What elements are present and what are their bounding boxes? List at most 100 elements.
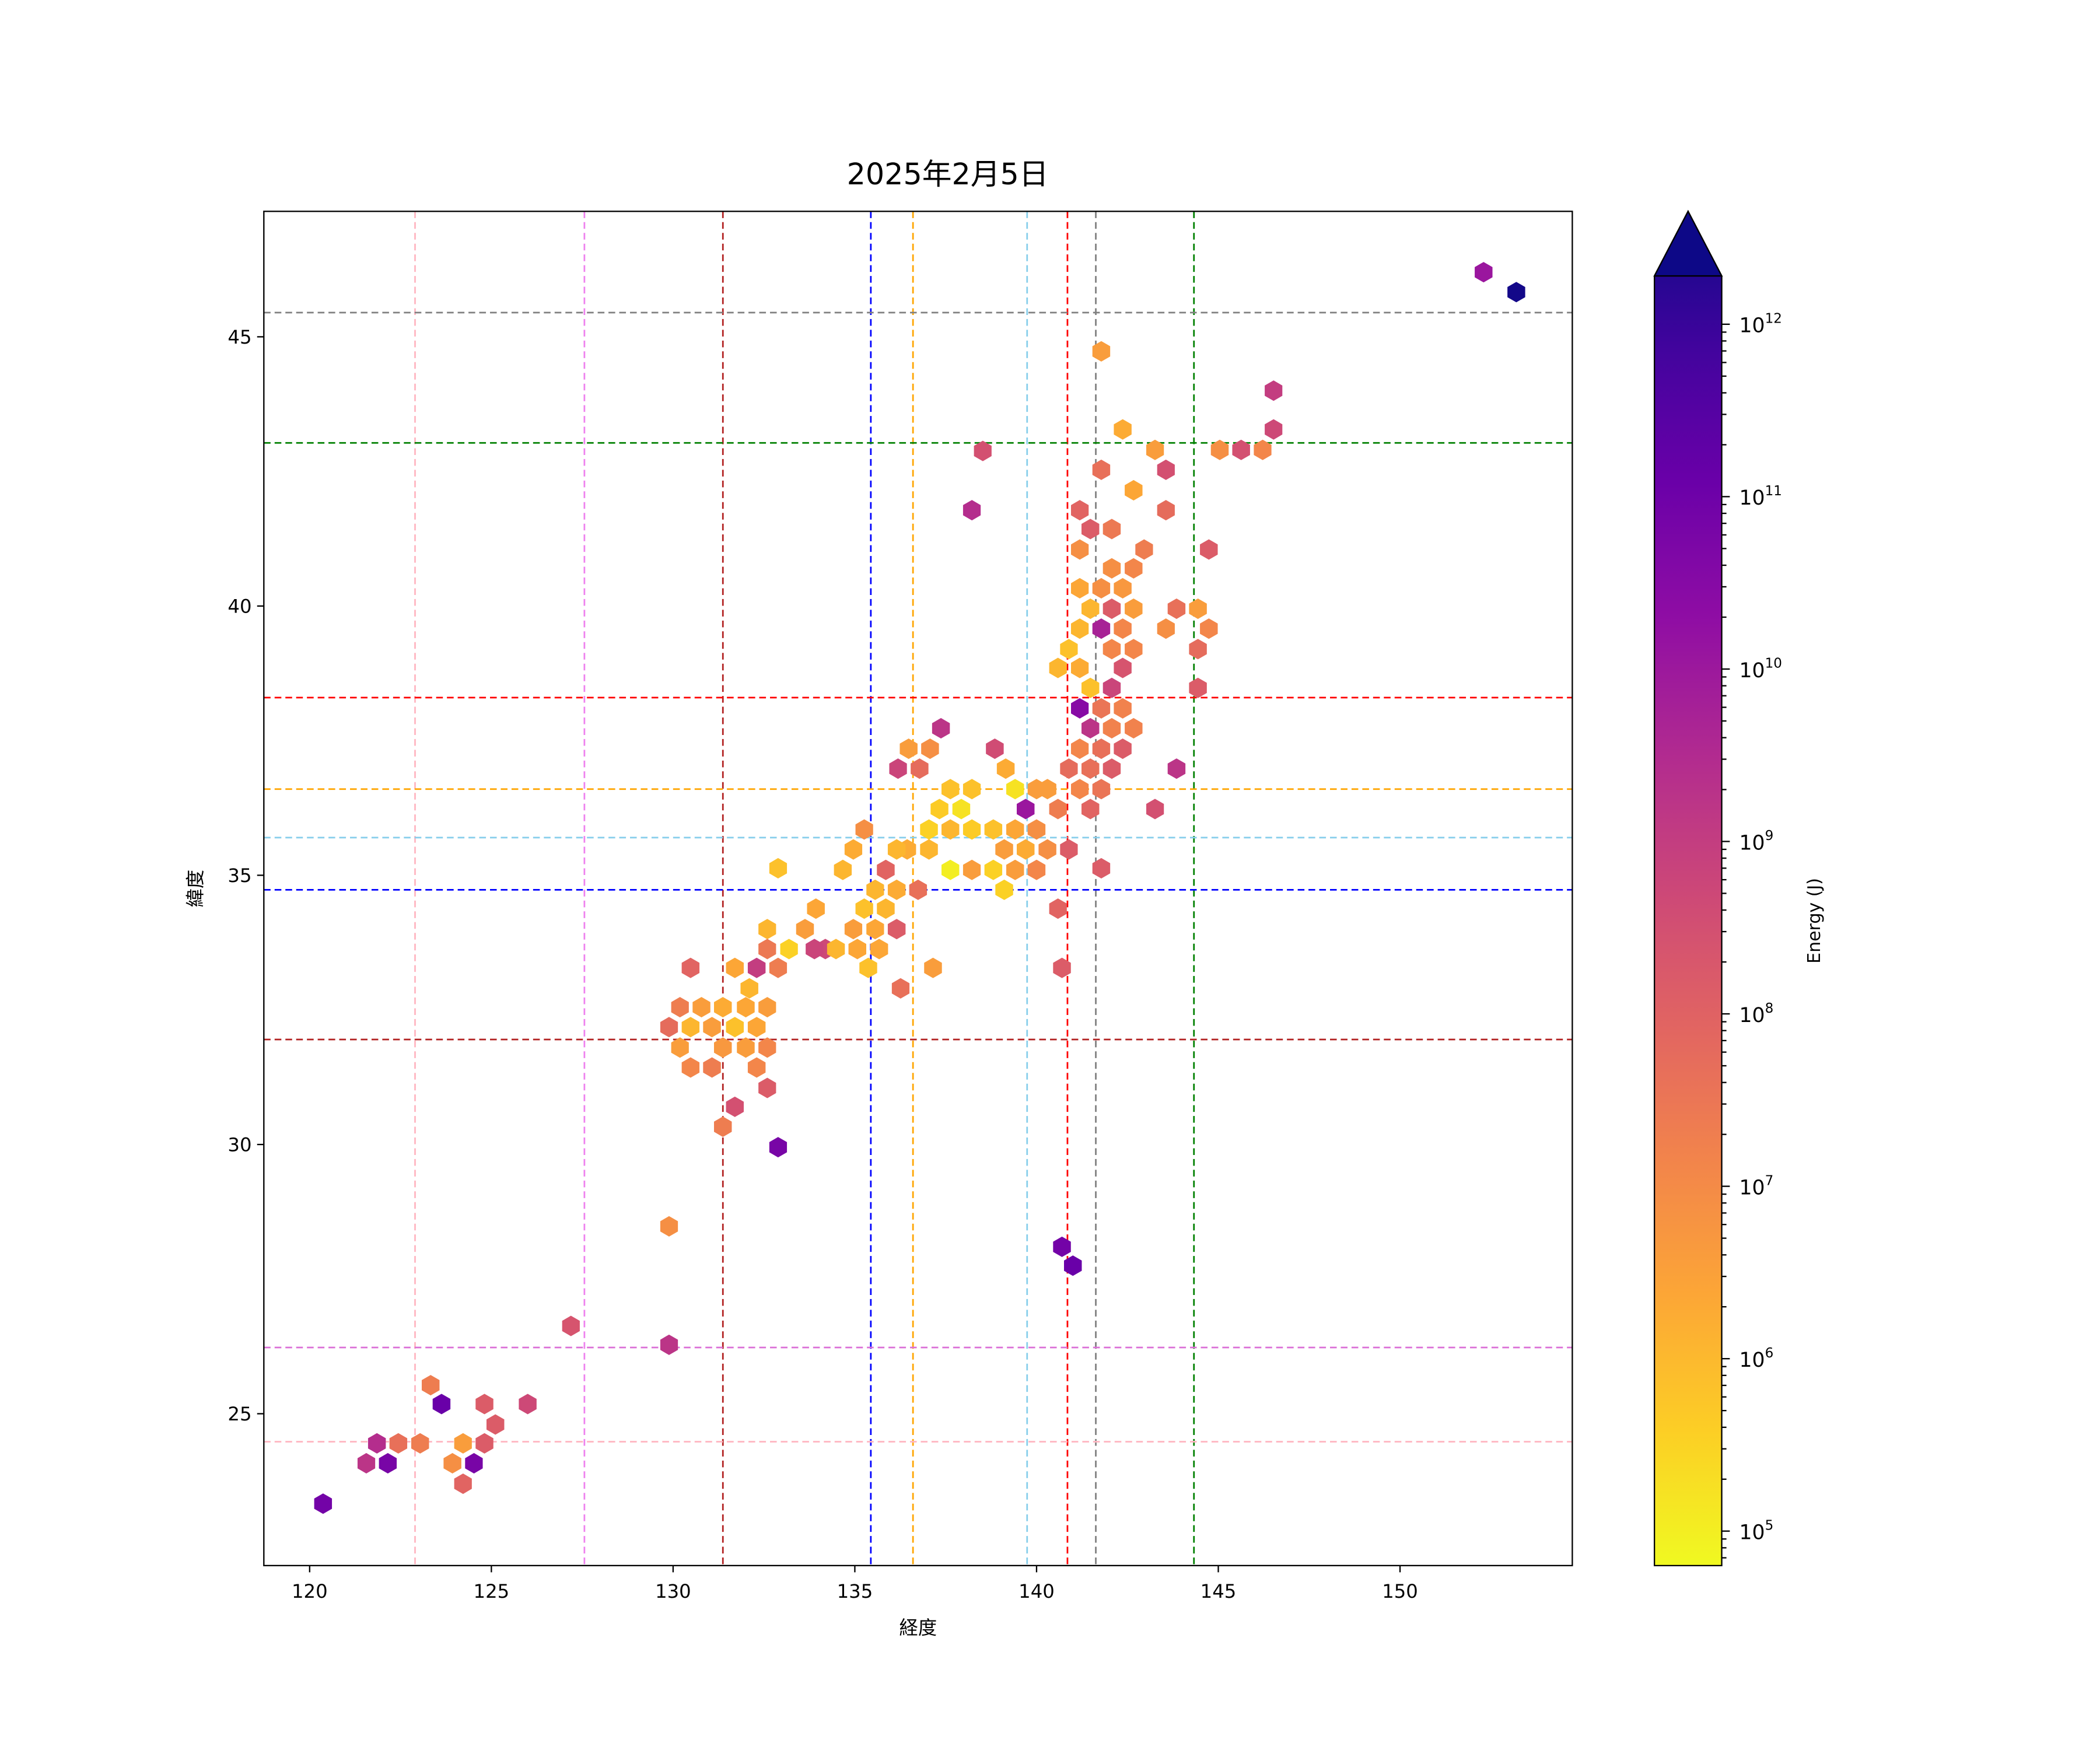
hexbin-cell (855, 819, 873, 840)
hexbin-cell (974, 440, 992, 461)
hexbin-cell (737, 1037, 755, 1058)
hexbin-cell (924, 957, 942, 978)
colorbar-tick-label: 105 (1740, 1518, 1774, 1544)
hexbin-cell (963, 779, 981, 800)
colorbar-ticks: 105 106 107 108 109 1010 1011 1012 (1721, 312, 1782, 1559)
hexbin-cell (996, 758, 1015, 779)
hexbin-cell (1189, 639, 1207, 660)
colorbar-tick-label: 106 (1740, 1346, 1774, 1372)
hexbin-cell (1082, 718, 1100, 738)
hexbin-cell (995, 839, 1013, 860)
hexbin-cell (1092, 618, 1111, 639)
hexbin-cell (807, 898, 825, 919)
hexbin-cell (737, 997, 755, 1018)
hexbin-cell (1071, 539, 1089, 560)
hexbin-cell (909, 879, 928, 900)
hexbin-cell (1125, 558, 1143, 579)
hexbin-cell (1157, 459, 1175, 480)
hexbin-cell (671, 997, 689, 1018)
hexbin-cell (900, 738, 918, 760)
hexbin-cell (769, 957, 788, 978)
hexbin-cell (1135, 539, 1153, 560)
hexbin-cell (1017, 839, 1035, 860)
colorbar-tick-label: 1011 (1740, 484, 1782, 510)
hexbin-cell (747, 1017, 766, 1038)
x-tick-label: 125 (474, 1580, 510, 1602)
hexbin-cell (1102, 598, 1121, 620)
x-tick-label: 120 (292, 1580, 328, 1602)
hexbin-cell (866, 879, 884, 900)
hexbin-cell (942, 819, 960, 840)
x-axis: 120 125 130 135 140 145 150 (292, 1565, 1418, 1602)
plot-frame (263, 211, 1573, 1566)
hexbin-cell (1167, 598, 1186, 620)
hexbin-cell (911, 758, 929, 779)
hexbin-cell (1265, 419, 1283, 440)
hexbin-cell (827, 939, 845, 960)
hexbin-cell (747, 1057, 766, 1078)
colorbar-tick-label: 108 (1740, 1001, 1774, 1027)
x-tick-label: 140 (1019, 1580, 1055, 1602)
hexbin-cell (1200, 618, 1218, 639)
hexbin-cell (1049, 898, 1067, 919)
hexbin-cell (681, 957, 700, 978)
hexbin-cell (1125, 639, 1143, 660)
hexbin-cell (942, 779, 960, 800)
hexbin-cell (1092, 738, 1111, 760)
hexbin-cell (866, 919, 884, 940)
hexbin-cell (930, 799, 949, 820)
hexbin-cell (1254, 439, 1272, 460)
x-tick-label: 135 (837, 1580, 873, 1602)
hexbin-cell (932, 718, 950, 738)
colorbar-extend-triangle (1653, 209, 1723, 277)
hexbin-cell (758, 919, 776, 940)
hexbin-cell (1064, 1255, 1082, 1276)
hexbin-cell (1082, 799, 1100, 820)
hexbin-cell (1071, 698, 1089, 719)
hexbin-cell (758, 1077, 776, 1098)
hexbin-cell (769, 1137, 788, 1158)
hexbin-cell (1060, 639, 1078, 660)
hexbin-cell (1125, 598, 1143, 620)
hexbin-cell (1060, 839, 1078, 860)
hexbin-cell (1146, 439, 1164, 460)
hexbin-cell (726, 1017, 744, 1038)
colorbar-tick-label: 107 (1740, 1173, 1774, 1199)
hexbin-cell (357, 1452, 376, 1474)
hexbin-cell (1027, 859, 1046, 880)
hexbin-cell (1017, 799, 1035, 820)
hexbin-cell (1102, 758, 1121, 779)
colorbar-tick-label: 109 (1740, 828, 1774, 855)
hexbin-cell (1114, 738, 1132, 760)
x-tick-label: 145 (1200, 1580, 1237, 1602)
x-axis-label: 経度 (900, 1617, 937, 1639)
hexbin-cell (942, 859, 960, 880)
hexbin-cell (389, 1433, 408, 1454)
hexbin-cell (562, 1315, 580, 1336)
hexbin-cell (1232, 439, 1250, 460)
hexbin-cell (692, 997, 710, 1018)
hexbin-cell (475, 1433, 494, 1454)
hexbin-cell (703, 1017, 721, 1038)
hexbin-cell (703, 1057, 721, 1078)
hexbin-cell (963, 859, 981, 880)
hexbin-cell (834, 859, 852, 880)
hexbin-cell (887, 839, 906, 860)
hexbin-cell (1038, 839, 1056, 860)
hexbin-cell (1157, 618, 1175, 639)
hexbin-cell (726, 957, 744, 978)
hexbin-cell (1200, 539, 1218, 560)
hexbin-cell (475, 1394, 494, 1415)
hexbin-cell (681, 1057, 700, 1078)
y-axis-label: 緯度 (184, 870, 206, 908)
colorbar-tick-label: 1012 (1740, 312, 1782, 338)
y-tick-label: 25 (228, 1403, 251, 1425)
hexbin-cell (1071, 657, 1089, 678)
hexbin-cell (1114, 657, 1132, 678)
hexbin-cell (1189, 677, 1207, 698)
hexbin-cell (921, 738, 939, 760)
hexbin-cell (1092, 858, 1111, 878)
hexbin-cell (1027, 779, 1046, 800)
hexbin-cell (859, 957, 877, 978)
